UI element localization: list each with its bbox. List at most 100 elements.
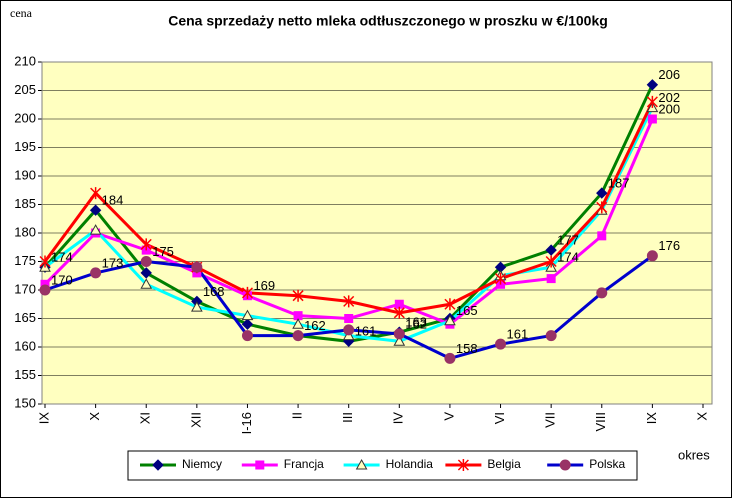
marker [292,330,304,342]
y-tick-label: 195 [14,139,36,154]
marker [596,187,608,199]
marker [444,298,456,311]
marker [39,284,51,296]
x-tick-label: IX [644,412,659,425]
marker [140,278,153,289]
marker [444,352,456,364]
marker [457,459,469,471]
marker [140,256,152,267]
marker [90,267,102,279]
x-tick-label: X [87,412,102,421]
data-label: 200 [658,101,680,116]
y-tick-label: 170 [14,281,36,296]
marker [89,204,102,216]
y-tick-label: 190 [14,167,36,182]
y-tick-label: 165 [14,310,36,325]
marker [39,255,51,268]
marker [559,459,571,471]
y-tick-label: 210 [14,53,36,68]
marker [140,267,152,279]
marker [545,255,557,268]
legend-label: Francja [284,457,324,471]
marker [191,261,203,273]
plot-border [41,61,713,405]
chart-title: Cena sprzedaży netto mleka odtłuszczoneg… [168,13,608,29]
x-tick-label: I-16 [239,412,254,434]
x-tick-label: VIII [593,412,608,432]
data-label: 161 [355,324,377,339]
y-tick-label: 155 [14,367,36,382]
data-label: 206 [658,67,680,82]
marker [344,314,354,323]
y-tick-label: 175 [14,253,36,268]
marker [241,318,254,330]
data-label: 162 [304,318,326,333]
data-label: 162 [405,316,427,331]
marker [355,458,368,470]
x-tick-label: III [340,412,355,423]
data-label: 169 [253,278,275,293]
marker [241,330,253,342]
x-axis-label: okres [678,447,710,462]
x-tick-label: IV [391,412,406,425]
data-label: 170 [51,272,73,287]
y-tick-label: 200 [14,110,36,125]
marker [646,95,658,108]
y-tick-label: 160 [14,338,36,353]
marker [292,289,304,302]
marker [343,295,355,308]
data-label: 175 [152,244,174,259]
data-label: 168 [203,284,225,299]
marker [255,460,265,470]
marker [646,79,659,91]
x-tick-label: X [694,412,709,421]
data-label: 177 [557,233,579,248]
x-tick-label: VI [492,412,507,424]
marker [495,272,507,285]
marker [90,187,102,200]
marker [596,287,608,299]
legend-label: Niemcy [182,457,222,471]
legend-label: Holandia [386,457,434,471]
marker [152,459,164,471]
data-label: 158 [456,341,478,356]
data-label: 202 [658,90,680,105]
x-tick-label: V [441,412,456,421]
marker [89,224,102,235]
marker [546,274,556,284]
y-tick-label: 185 [14,196,36,211]
marker [190,301,203,312]
x-tick-label: XII [188,412,203,428]
legend-label: Belgia [487,457,521,471]
data-label: 184 [102,193,124,208]
marker [647,114,657,124]
marker [545,244,557,256]
marker [545,330,557,342]
marker [444,314,456,326]
x-tick-label: IX [36,412,51,425]
x-tick-label: XI [138,412,153,424]
marker [343,324,355,336]
legend: Niemcy Francja Holandia Belgia Polska [127,450,638,481]
marker [495,338,507,350]
y-axis-label: cena [10,6,33,20]
marker [140,238,152,251]
legend-label: Polska [589,457,625,471]
marker [393,335,406,346]
marker [393,328,405,340]
marker [596,201,608,214]
marker [393,306,405,319]
data-label: 187 [608,176,630,191]
y-tick-label: 180 [14,224,36,239]
y-tick-label: 205 [14,82,36,97]
data-label: 174 [51,250,73,265]
marker [241,309,254,321]
data-label: 176 [658,238,680,253]
y-tick-label: 150 [14,395,36,410]
marker [646,250,658,262]
marker [292,318,304,329]
marker [241,286,253,299]
data-label: 165 [456,303,478,318]
data-label: 161 [507,327,529,342]
